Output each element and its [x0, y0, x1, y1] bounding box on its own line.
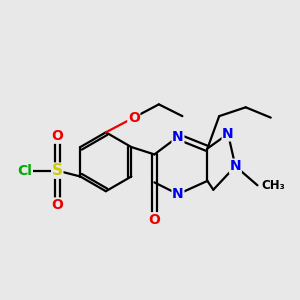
Text: O: O: [51, 129, 63, 143]
Text: N: N: [230, 159, 241, 173]
Text: S: S: [52, 163, 63, 178]
Text: N: N: [172, 130, 184, 144]
Text: N: N: [222, 127, 234, 141]
Text: O: O: [148, 213, 160, 227]
Text: O: O: [51, 198, 63, 212]
Text: Cl: Cl: [17, 164, 32, 178]
Text: O: O: [128, 111, 140, 124]
Text: CH₃: CH₃: [261, 179, 285, 192]
Text: N: N: [172, 187, 184, 201]
